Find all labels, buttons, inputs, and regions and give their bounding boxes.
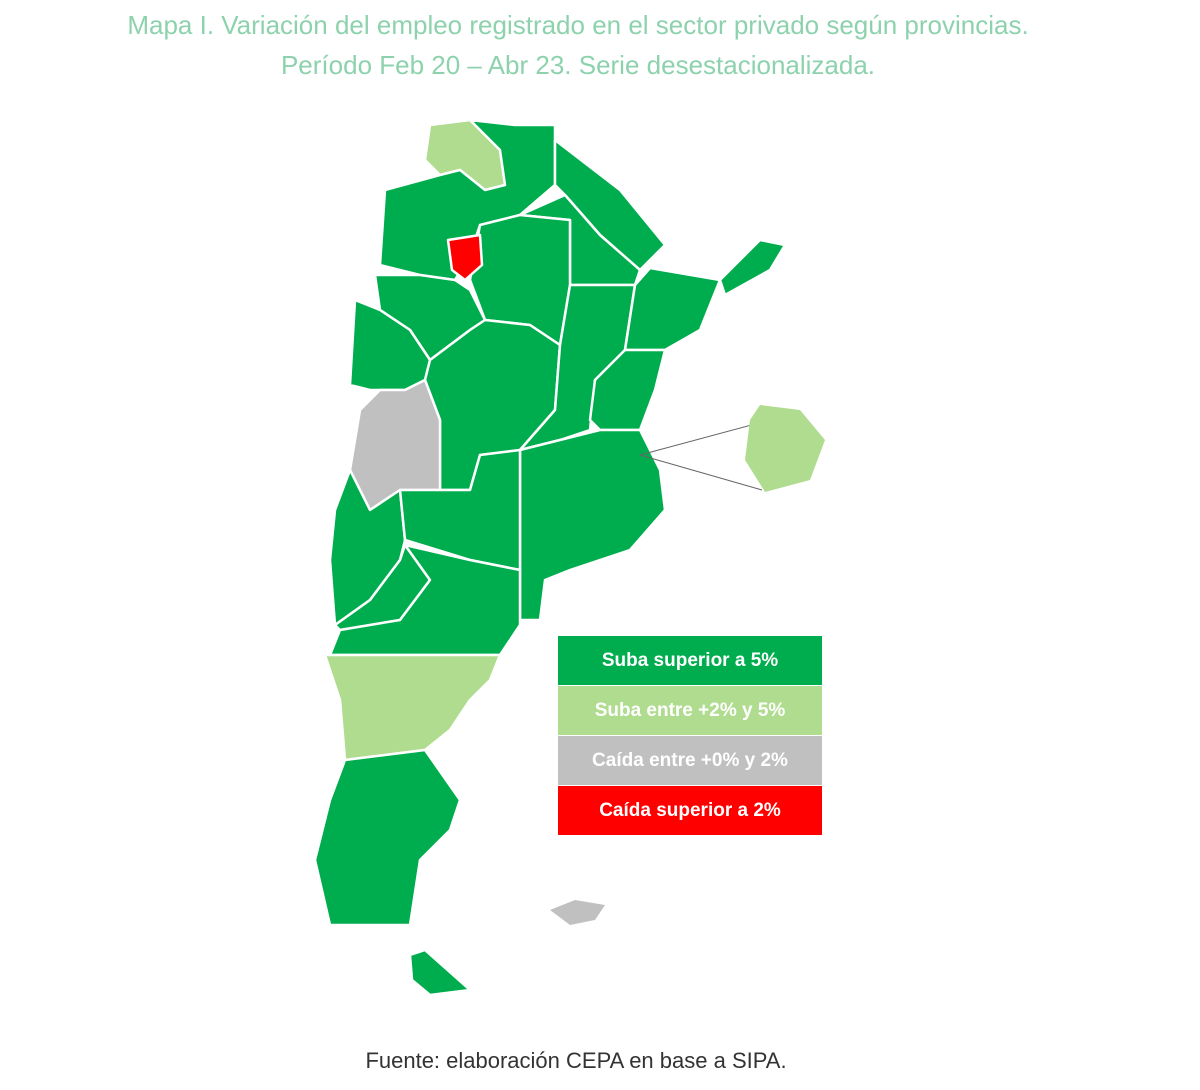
- legend-label: Caída superior a 2%: [599, 800, 781, 821]
- legend-swatch: [558, 686, 822, 735]
- inset-line: [639, 454, 763, 491]
- province: [408, 948, 472, 997]
- province: [446, 233, 484, 282]
- title-line: Período Feb 20 – Abr 23. Serie desestaci…: [281, 50, 875, 80]
- legend: Suba superior a 5% Suba entre +2% y 5% Caí…: [558, 636, 822, 835]
- province: [623, 266, 722, 352]
- islands: [550, 900, 605, 925]
- legend-label: Suba entre +2% y 5%: [595, 700, 786, 721]
- inset-province: [745, 405, 825, 492]
- province: [323, 653, 502, 762]
- map: [313, 118, 825, 997]
- legend-swatch: [558, 786, 822, 835]
- legend-swatch: [558, 636, 822, 685]
- source: Fuente: elaboración CEPA en base a SIPA.: [365, 1048, 786, 1073]
- province: [718, 238, 787, 297]
- legend-label: Caída entre +0% y 2%: [592, 750, 788, 771]
- legend-swatch: [558, 736, 822, 785]
- province: [313, 748, 462, 927]
- legend-label: Suba superior a 5%: [602, 650, 778, 671]
- title-line: Mapa I. Variación del empleo registrado …: [127, 10, 1028, 40]
- province: [518, 428, 667, 622]
- province: [398, 448, 522, 572]
- inset-line: [639, 419, 771, 456]
